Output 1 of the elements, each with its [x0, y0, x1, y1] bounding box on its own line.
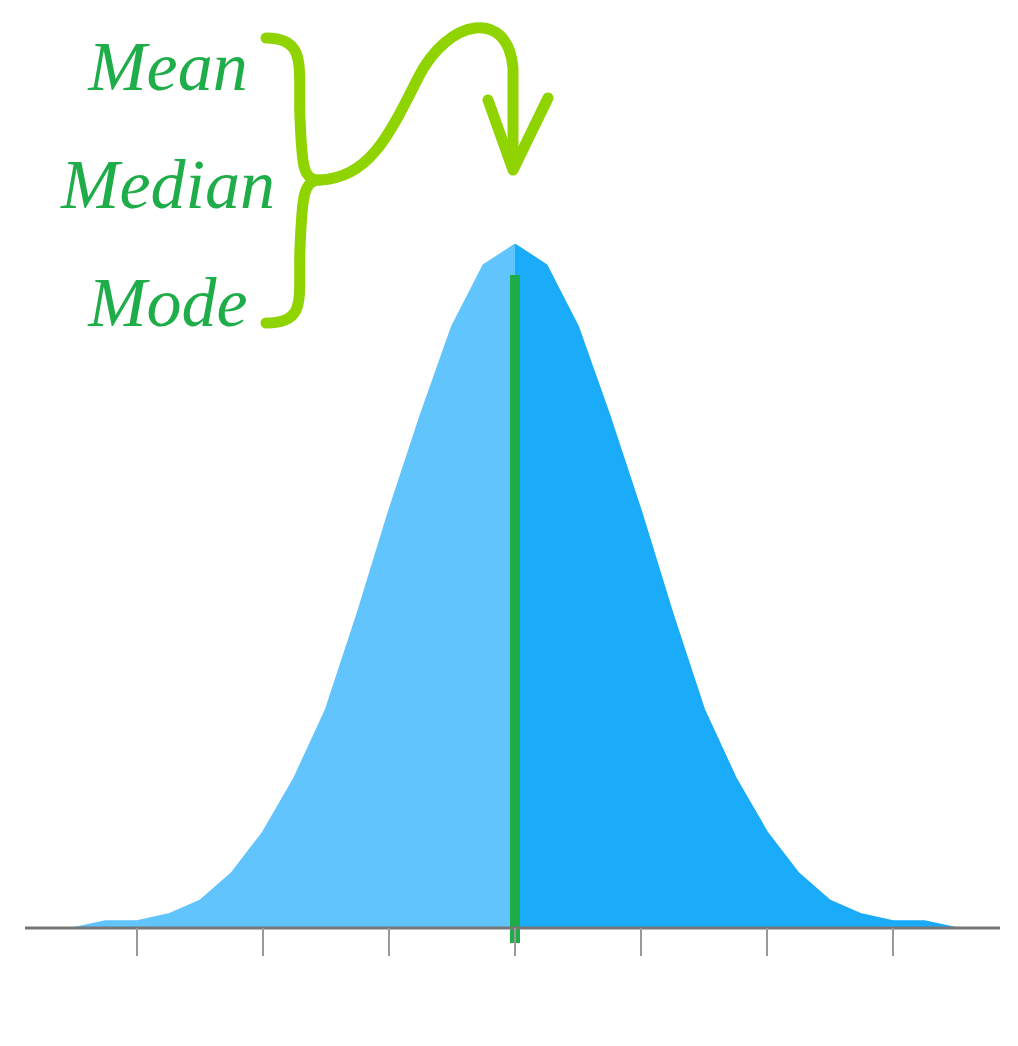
text: Mean Median Mode — [61, 28, 275, 341]
